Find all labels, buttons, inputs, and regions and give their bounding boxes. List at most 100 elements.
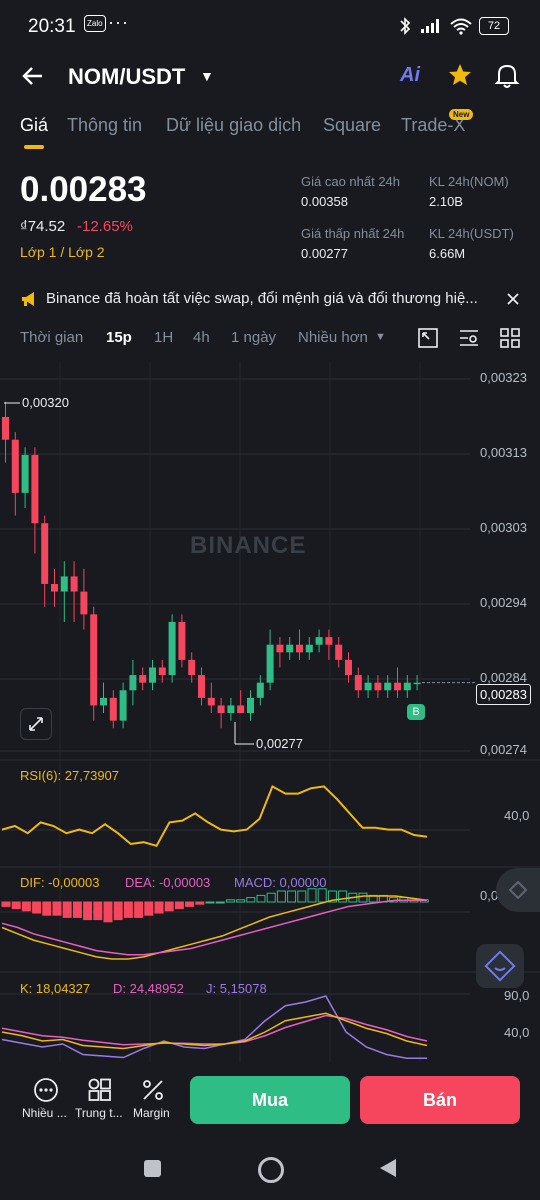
tab-gia[interactable]: Giá: [20, 115, 49, 135]
candle-body: [31, 454, 39, 524]
star-icon[interactable]: [447, 62, 473, 88]
candle-body: [198, 675, 205, 698]
j-label: J: 5,15078: [206, 981, 267, 996]
layer-tag[interactable]: Lớp 1 / Lớp 2: [20, 244, 105, 260]
ai-assistant-button[interactable]: [476, 944, 524, 988]
tf-4h[interactable]: 4h: [193, 329, 210, 346]
fullscreen-icon[interactable]: [417, 327, 439, 349]
candle-body: [364, 682, 372, 691]
macd-histogram-bar: [164, 901, 174, 912]
candle-body: [374, 682, 382, 691]
candle-body: [188, 659, 196, 676]
back-nav-icon[interactable]: [378, 1157, 398, 1179]
macd-histogram-bar: [358, 892, 368, 903]
dea-line: [1, 899, 427, 956]
bell-icon[interactable]: [494, 62, 520, 90]
nav-margin-label[interactable]: Margin: [133, 1106, 170, 1120]
rsi-line: [1, 784, 428, 847]
home-icon[interactable]: [258, 1157, 284, 1183]
high-24h-label: Giá cao nhất 24h: [301, 174, 401, 189]
candle-body: [139, 675, 147, 683]
y-tick-label: 0,00323: [480, 370, 527, 385]
battery-icon: 72: [479, 17, 509, 35]
side-scroll-button[interactable]: [496, 868, 540, 912]
macd-histogram-bar: [307, 888, 317, 903]
layout-grid-icon[interactable]: [499, 327, 521, 349]
price-chart[interactable]: [0, 362, 540, 1070]
y-tick-label: 0,00284: [480, 670, 527, 685]
macd-histogram-bar: [32, 901, 42, 914]
tf-1h[interactable]: 1H: [154, 329, 174, 346]
nav-center-label[interactable]: Trung t...: [75, 1106, 123, 1120]
expand-icon: [29, 717, 43, 731]
tab-square[interactable]: Square: [323, 115, 382, 135]
candle-body: [354, 675, 362, 691]
tab-trade-x[interactable]: Trade-X: [401, 115, 466, 135]
candle-body: [345, 659, 352, 676]
candle-body: [384, 682, 392, 691]
kdj-tick: 40,0: [504, 1025, 530, 1040]
low-24h-value: 0.00277: [301, 246, 348, 261]
nav-more-label[interactable]: Nhiều ...: [22, 1106, 67, 1120]
candle-body: [286, 644, 294, 653]
binance-watermark: BINANCE: [190, 532, 307, 559]
back-arrow-icon[interactable]: [20, 63, 46, 89]
k-line: [1, 1012, 428, 1050]
macd-histogram-bar: [225, 899, 235, 903]
recents-icon[interactable]: [144, 1160, 161, 1177]
caret-down-icon[interactable]: ▼: [375, 331, 386, 343]
candle-body: [207, 697, 215, 706]
settings-icon[interactable]: [458, 327, 480, 349]
tab-thong-tin[interactable]: Thông tin: [67, 115, 143, 135]
tab-du-lieu-giao-dich[interactable]: Dữ liệu giao dịch: [166, 115, 302, 135]
zalo-icon: Zalo: [84, 15, 106, 32]
chevron-down-icon[interactable]: ▼: [200, 68, 214, 84]
d-label: D: 24,48952: [113, 981, 184, 996]
macd-histogram-bar: [266, 892, 276, 903]
notice-text[interactable]: Binance đã hoàn tất việc swap, đổi mệnh …: [46, 290, 478, 307]
close-icon[interactable]: [506, 292, 520, 306]
macd-histogram-bar: [287, 890, 297, 903]
binance-logo-icon: [508, 880, 528, 900]
expand-chart-button[interactable]: [20, 708, 52, 740]
buy-marker[interactable]: B: [407, 704, 425, 720]
percent-icon[interactable]: [140, 1077, 166, 1103]
sparkle-icon: [484, 950, 516, 982]
grid-icon[interactable]: [87, 1077, 113, 1103]
tf-15m[interactable]: 15p: [106, 329, 132, 346]
ai-icon[interactable]: Ai: [400, 64, 420, 86]
k-label: K: 18,04327: [20, 981, 91, 996]
notice-banner[interactable]: [0, 282, 540, 316]
low-marker: 0,00277: [256, 736, 303, 751]
candle-body: [325, 637, 333, 645]
candle-body: [129, 675, 137, 691]
status-bar: 20:31 Zalo ··· 72: [0, 0, 540, 52]
tf-time[interactable]: Thời gian: [20, 329, 84, 346]
candle-body: [403, 682, 411, 691]
kdj-tick: 90,0: [504, 988, 530, 1003]
signal-icon: [421, 19, 439, 33]
macd-histogram-bar: [103, 901, 113, 923]
macd-histogram-bar: [93, 901, 103, 921]
new-badge: New: [449, 109, 474, 120]
active-tab-indicator: [24, 145, 44, 149]
tf-more[interactable]: Nhiều hơn: [298, 329, 368, 346]
vol-nom-label: KL 24h(NOM): [429, 174, 509, 189]
buy-button[interactable]: Mua: [190, 1076, 350, 1124]
candle-body: [90, 614, 98, 706]
macd-histogram-bar: [11, 901, 21, 910]
tf-1d[interactable]: 1 ngày: [231, 329, 277, 346]
macd-histogram-bar: [42, 901, 52, 916]
rsi-label: RSI(6): 27,73907: [20, 768, 120, 783]
sell-button[interactable]: Bán: [360, 1076, 520, 1124]
pair-title[interactable]: NOM/USDT: [68, 64, 186, 89]
candle-body: [217, 705, 225, 714]
status-time: 20:31: [28, 16, 76, 37]
low-24h-label: Giá thấp nhất 24h: [301, 226, 405, 241]
current-price-tag: 0,00283: [476, 684, 531, 705]
megaphone-icon: [22, 292, 34, 306]
more-icon[interactable]: [33, 1077, 59, 1103]
candle-body: [11, 439, 19, 493]
macd-histogram-bar: [205, 901, 215, 904]
candle-body: [149, 667, 156, 683]
